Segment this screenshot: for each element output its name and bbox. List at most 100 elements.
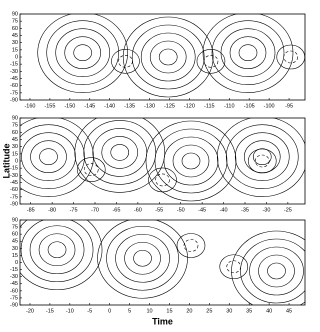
x-tick-label: -20 [26,308,34,314]
contour-line [240,238,305,304]
x-tick-label: -75 [70,207,78,213]
y-tick-label: 0 [15,158,18,164]
y-tick-label: -60 [10,187,18,193]
y-tick-label: 0 [15,260,18,266]
x-tick-label: -55 [155,207,163,213]
y-tick-label: 15 [12,47,18,53]
x-tick-label: 5 [128,308,131,314]
x-tick-label: -80 [48,207,56,213]
contour-line [283,50,299,64]
contour-line [97,220,188,299]
contour-line [176,233,206,258]
contour-line [73,44,92,62]
contour-line [220,28,276,78]
contour-line [38,233,76,267]
contour-line [111,48,140,74]
y-tick-label: -15 [10,166,18,172]
contour-line [158,48,178,66]
x-tick-label: -145 [84,103,95,109]
y-tick-label: -75 [10,90,18,96]
contour-line [133,249,152,267]
contour-line [249,246,304,296]
contour-line [21,132,76,181]
y-tick-label: 30 [12,246,18,252]
contour-line [145,120,237,202]
y-tick-label: 30 [12,40,18,46]
x-tick-label: 40 [266,308,272,314]
contour-line [47,241,67,259]
contour-line [55,28,110,78]
contour-line [155,173,170,187]
contour-line [183,239,199,252]
y-tick-label: -30 [10,274,18,280]
y-tick-label: 90 [12,11,18,17]
y-tick-label: -45 [10,76,18,82]
contour-line [140,32,196,82]
x-tick-label: -70 [91,207,99,213]
plot-frame [19,117,306,205]
contour-line [92,128,148,177]
x-tick-label: -155 [44,103,55,109]
x-tick-label: -115 [204,103,215,109]
contour-line [258,254,295,288]
x-tick-label: -160 [24,103,35,109]
plot-frame [19,13,306,101]
y-tick-label: -45 [10,281,18,287]
contour-line [238,44,258,62]
x-tick-label: -30 [262,207,270,213]
contour-line [64,36,101,70]
y-tick-label: 60 [12,130,18,136]
contour-line [247,148,277,174]
y-tick-label: 60 [12,232,18,238]
x-tick-label: 15 [166,308,172,314]
y-tick-label: -15 [10,62,18,68]
contour-line [29,225,85,275]
y-tick-label: -90 [10,302,18,308]
contour-line [196,48,226,74]
contour-line [216,118,305,197]
contour-line [148,167,177,193]
contour-line [219,254,249,280]
x-tick-label: 20 [186,308,192,314]
contour-line [154,128,228,194]
contour-line [20,220,94,283]
y-tick-label: -30 [10,173,18,179]
y-tick-label: 60 [12,26,18,32]
y-tick-label: 15 [12,253,18,259]
x-tick-label: -150 [64,103,75,109]
contour-line [124,241,161,275]
y-tick-label: -60 [10,288,18,294]
y-tick-label: -15 [10,267,18,273]
y-tick-label: 0 [15,54,18,60]
contour-line [122,16,214,98]
y-tick-label: -90 [10,97,18,103]
contour-line [252,148,272,165]
y-tick-label: -30 [10,69,18,75]
contour-line [118,54,133,68]
y-tick-label: 45 [12,33,18,39]
y-tick-label: -75 [10,295,18,301]
contour-line [110,144,130,161]
x-tick-label: -50 [177,207,185,213]
contour-line [234,132,290,181]
x-tick-label: -85 [27,207,35,213]
contour-line [149,40,187,74]
contour-line [163,136,219,186]
contour-line [83,163,99,176]
y-tick-label: 45 [12,239,18,245]
y-tick-label: 75 [12,123,18,129]
contour-line [37,14,128,93]
x-tick-label: -5 [87,308,92,314]
y-axis-label: Latitude [1,144,11,179]
x-tick-label: -35 [241,207,249,213]
contour-line [203,54,219,68]
x-tick-label: -65 [112,207,120,213]
contour-line [181,152,201,170]
x-tick-label: -15 [46,308,54,314]
x-tick-label: 0 [108,308,111,314]
contour-line [106,225,179,291]
x-tick-label: -25 [284,207,292,213]
x-tick-label: -40 [220,207,228,213]
contour-line [267,262,286,280]
y-tick-label: -60 [10,83,18,89]
